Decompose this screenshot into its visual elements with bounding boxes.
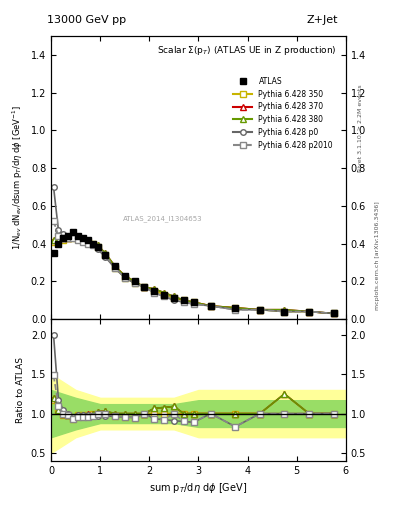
Y-axis label: 1/N$_{ev}$ dN$_{ev}$/dsum p$_T$/d$\eta$ d$\phi$ [GeV$^{-1}$]: 1/N$_{ev}$ dN$_{ev}$/dsum p$_T$/d$\eta$ … [11, 105, 25, 250]
Text: ATLAS_2014_I1304653: ATLAS_2014_I1304653 [123, 215, 203, 222]
Text: mcplots.cern.ch [arXiv:1306.3436]: mcplots.cern.ch [arXiv:1306.3436] [375, 202, 380, 310]
X-axis label: sum p$_T$/d$\eta$ d$\phi$ [GeV]: sum p$_T$/d$\eta$ d$\phi$ [GeV] [149, 481, 248, 495]
Text: 13000 GeV pp: 13000 GeV pp [47, 15, 126, 25]
Text: Rivet 3.1.10, ≥ 2.2M events: Rivet 3.1.10, ≥ 2.2M events [358, 84, 363, 172]
Y-axis label: Ratio to ATLAS: Ratio to ATLAS [16, 357, 25, 423]
Text: Scalar $\Sigma$(p$_T$) (ATLAS UE in Z production): Scalar $\Sigma$(p$_T$) (ATLAS UE in Z pr… [157, 45, 337, 57]
Text: Z+Jet: Z+Jet [307, 15, 338, 25]
Legend: ATLAS, Pythia 6.428 350, Pythia 6.428 370, Pythia 6.428 380, Pythia 6.428 p0, Py: ATLAS, Pythia 6.428 350, Pythia 6.428 37… [230, 74, 336, 153]
